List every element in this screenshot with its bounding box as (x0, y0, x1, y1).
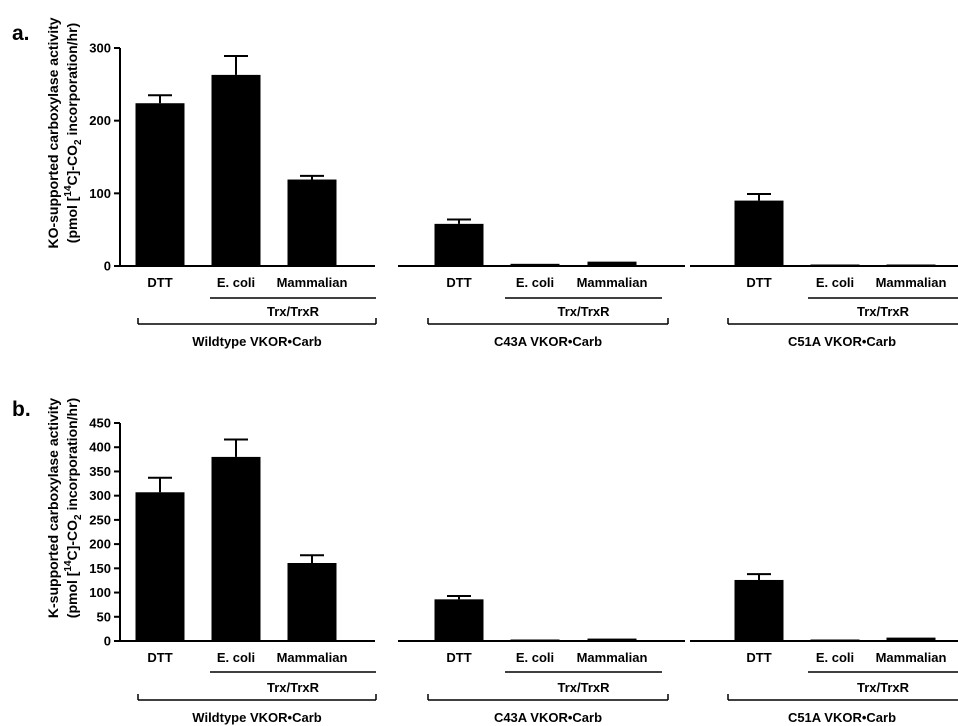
y-tick-label: 300 (89, 488, 111, 503)
y-tick-label: 200 (89, 113, 111, 128)
y-tick-label: 250 (89, 512, 111, 527)
panel-a: a. KO-supported carboxylase activity (pmol… (12, 17, 958, 349)
y-tick-label: 450 (89, 416, 111, 431)
bar (211, 456, 261, 641)
category-label: DTT (147, 275, 172, 290)
subgroup-label: Trx/TrxR (267, 304, 320, 319)
bar (434, 223, 484, 266)
group-label: C43A VKOR•Carb (494, 710, 602, 725)
panel-b: b. K-supported carboxylase activity (pmol … (12, 398, 958, 725)
group-label: C51A VKOR•Carb (788, 710, 896, 725)
y-tick-label: 50 (97, 609, 111, 624)
group-label: C51A VKOR•Carb (788, 334, 896, 349)
bar (135, 103, 185, 266)
group-label: Wildtype VKOR•Carb (192, 710, 321, 725)
bar (810, 639, 860, 641)
category-label: Mammalian (577, 275, 648, 290)
bar (510, 639, 560, 641)
bar (510, 263, 560, 266)
category-label: DTT (446, 275, 471, 290)
y-tick-label: 150 (89, 561, 111, 576)
bar (434, 599, 484, 641)
bar (810, 264, 860, 266)
group-label: C43A VKOR•Carb (494, 334, 602, 349)
category-label: Mammalian (577, 650, 648, 665)
category-label: DTT (746, 650, 771, 665)
bar (211, 74, 261, 267)
category-label: E. coli (816, 650, 854, 665)
bar (886, 637, 936, 641)
y-tick-label: 300 (89, 41, 111, 56)
y-tick-label: 400 (89, 440, 111, 455)
bar (587, 638, 637, 641)
y-axis-label-units: (pmol [14C]-CO2 incorporation/hr) (63, 23, 84, 243)
category-label: Mammalian (277, 650, 348, 665)
y-axis-label: KO-supported carboxylase activity (45, 17, 61, 248)
subgroup-label: Trx/TrxR (857, 304, 910, 319)
bar (734, 579, 784, 641)
category-label: E. coli (516, 275, 554, 290)
bar (734, 200, 784, 266)
y-tick-label: 200 (89, 537, 111, 552)
y-tick-label: 0 (104, 259, 111, 274)
panel-letter: a. (12, 22, 30, 45)
bar (886, 264, 936, 266)
y-tick-label: 0 (104, 634, 111, 649)
y-axis-label-units: (pmol [14C]-CO2 incorporation/hr) (63, 398, 84, 618)
category-label: E. coli (217, 275, 255, 290)
bar (287, 179, 337, 266)
category-label: E. coli (816, 275, 854, 290)
category-label: Mammalian (876, 650, 947, 665)
y-tick-label: 100 (89, 585, 111, 600)
category-label: Mammalian (876, 275, 947, 290)
category-label: E. coli (217, 650, 255, 665)
bar (587, 261, 637, 266)
group-label: Wildtype VKOR•Carb (192, 334, 321, 349)
bar (135, 492, 185, 641)
category-label: Mammalian (277, 275, 348, 290)
y-tick-label: 350 (89, 464, 111, 479)
bar (287, 563, 337, 641)
category-label: DTT (446, 650, 471, 665)
y-axis-label: K-supported carboxylase activity (45, 398, 61, 618)
category-label: E. coli (516, 650, 554, 665)
subgroup-label: Trx/TrxR (557, 304, 610, 319)
category-label: DTT (746, 275, 771, 290)
panel-letter: b. (12, 398, 31, 421)
subgroup-label: Trx/TrxR (267, 680, 320, 695)
subgroup-label: Trx/TrxR (857, 680, 910, 695)
subgroup-label: Trx/TrxR (557, 680, 610, 695)
y-tick-label: 100 (89, 186, 111, 201)
category-label: DTT (147, 650, 172, 665)
